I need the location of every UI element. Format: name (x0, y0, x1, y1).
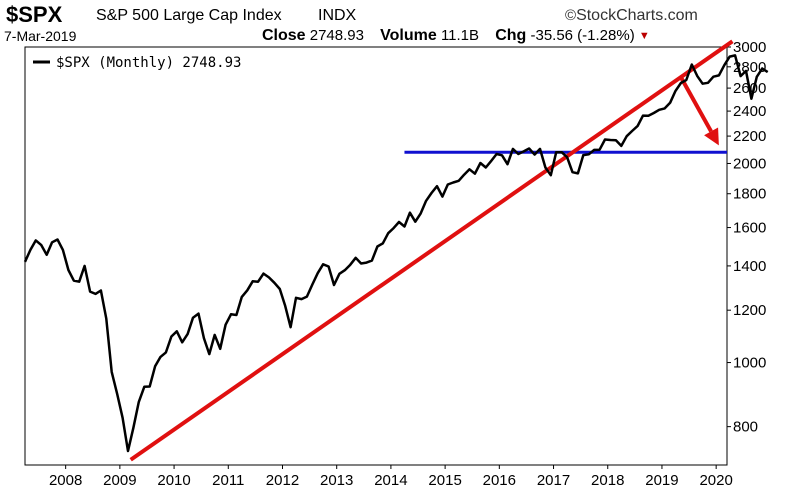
x-axis: 2008 2009 2010 2011 2012 2013 2014 2015 2016 2017… (49, 465, 733, 489)
trend-line (129, 39, 734, 462)
close-value: 2748.93 (309, 27, 364, 44)
volume-value: 11.1B (440, 27, 480, 44)
chart-date: 7-Mar-2019 (4, 28, 77, 44)
x-tick-label: 2014 (374, 472, 407, 489)
x-tick-label: 2020 (699, 472, 732, 489)
exchange-label: INDX (318, 7, 357, 24)
y-axis: 8001000120014001600180020002200240026002… (727, 39, 766, 436)
copyright-icon: © (565, 7, 577, 24)
annotations (129, 39, 734, 462)
down-arrow-shaft (679, 76, 713, 133)
close-label: Close (262, 27, 306, 44)
price-series-line (23, 54, 769, 453)
y-tick-label: 1400 (733, 258, 766, 275)
chg-value: -35.56 (-1.28%) (530, 27, 635, 44)
y-tick-label: 3000 (733, 39, 766, 56)
y-tick-label: 1200 (733, 302, 766, 319)
y-tick-label: 800 (733, 419, 758, 436)
legend: $SPX (Monthly) 2748.93 (33, 55, 241, 71)
x-tick-label: 2019 (645, 472, 678, 489)
y-tick-label: 1600 (733, 220, 766, 237)
x-tick-label: 2010 (157, 472, 190, 489)
plot-frame (24, 46, 728, 466)
x-tick-label: 2008 (49, 472, 82, 489)
chg-down-arrow-icon: ▼ (638, 30, 650, 43)
y-tick-label: 2800 (733, 59, 766, 76)
brand-logo[interactable]: ©StockCharts.com (565, 7, 698, 25)
quote-stats: Close 2748.93 Volume 11.1B Chg -35.56 (-… (262, 27, 650, 45)
x-tick-label: 2012 (266, 472, 299, 489)
chart-header: $SPX S&P 500 Large Cap Index INDX ©Stock… (0, 0, 800, 48)
index-full-name: S&P 500 Large Cap Index (96, 7, 282, 24)
volume-label: Volume (380, 27, 437, 44)
y-tick-label: 1800 (733, 186, 766, 203)
x-tick-label: 2009 (103, 472, 136, 489)
x-tick-label: 2017 (537, 472, 570, 489)
ticker-symbol: $SPX (6, 2, 63, 27)
down-arrow-head-icon (704, 127, 719, 146)
x-tick-label: 2018 (591, 472, 624, 489)
brand-name: StockCharts.com (576, 7, 698, 24)
y-tick-label: 2000 (733, 155, 766, 172)
x-tick-label: 2013 (320, 472, 353, 489)
chg-label: Chg (495, 27, 527, 44)
x-tick-label: 2016 (483, 472, 516, 489)
y-tick-label: 1000 (733, 355, 766, 372)
y-tick-label: 2200 (733, 128, 766, 145)
y-tick-label: 2400 (733, 103, 766, 120)
series-group (23, 54, 769, 453)
legend-label: $SPX (Monthly) 2748.93 (56, 55, 241, 71)
x-tick-label: 2015 (428, 472, 461, 489)
x-tick-label: 2011 (212, 472, 244, 489)
